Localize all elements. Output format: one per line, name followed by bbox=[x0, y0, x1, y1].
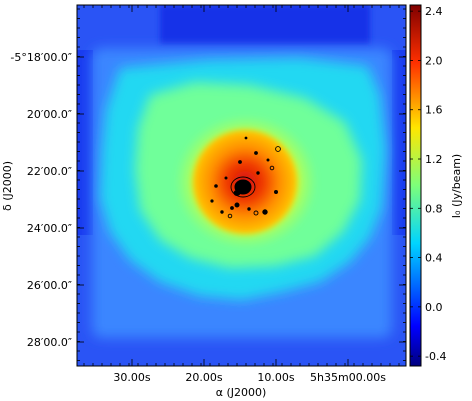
contour-clump bbox=[224, 176, 228, 180]
contour-clump bbox=[230, 206, 234, 210]
contour-ring bbox=[275, 146, 281, 152]
y-tick-label: 22′00.0″ bbox=[27, 165, 72, 178]
y-tick-label: 26′00.0″ bbox=[27, 279, 72, 292]
colorbar-label: I₀ (Jy/beam) bbox=[450, 154, 463, 218]
contour-ring bbox=[230, 176, 256, 198]
x-tick-label: 30.00s bbox=[113, 371, 150, 384]
minor-ticks bbox=[77, 5, 406, 366]
contour-clump bbox=[266, 158, 270, 162]
y-tick-label: -5°18′00.0″ bbox=[10, 51, 72, 64]
y-tick-label: 24′00.0″ bbox=[27, 222, 72, 235]
top-edge-band bbox=[160, 5, 370, 45]
colorbar-tick-label: 0.0 bbox=[425, 301, 443, 314]
contour-rings bbox=[227, 146, 281, 219]
contour-clump bbox=[244, 136, 248, 140]
y-axis-title: δ (J2000) bbox=[1, 161, 14, 211]
colorbar-tick-label: 0.8 bbox=[425, 202, 443, 215]
x-axis-title: α (J2000) bbox=[216, 386, 267, 399]
contour-clump bbox=[234, 202, 240, 208]
contour-clump bbox=[220, 210, 224, 214]
colorbar-ticks: -0.4 0.0 0.4 0.8 1.2 1.6 2.0 2.4 bbox=[410, 5, 446, 363]
contour-ring bbox=[269, 165, 275, 171]
contour-ring bbox=[253, 210, 259, 216]
contour-sources bbox=[210, 136, 278, 215]
colorbar-tick-label: 1.2 bbox=[425, 153, 443, 166]
right-edge-band bbox=[392, 50, 406, 235]
colorbar-tick-label: 2.0 bbox=[425, 54, 443, 67]
y-tick-label: 20′00.0″ bbox=[27, 108, 72, 121]
colorbar-tick-label: -0.4 bbox=[425, 350, 446, 363]
major-ticks bbox=[77, 5, 406, 366]
colorbar bbox=[409, 4, 422, 367]
heatmap-plot bbox=[77, 5, 406, 366]
contour-clump bbox=[254, 151, 258, 155]
colorbar-tick-label: 2.4 bbox=[425, 5, 443, 18]
contour-clump bbox=[247, 207, 251, 211]
colorbar-tick-label: 1.6 bbox=[425, 104, 443, 117]
x-tick-label: 20.00s bbox=[185, 371, 222, 384]
left-edge-band bbox=[77, 50, 93, 235]
x-tick-label: 10.00s bbox=[257, 371, 294, 384]
contour-clump bbox=[210, 199, 214, 203]
contour-clump bbox=[214, 184, 218, 188]
contour-clump bbox=[256, 171, 260, 175]
contour-clump bbox=[238, 160, 242, 164]
contour-ring bbox=[227, 213, 233, 219]
colorbar-tick-label: 0.4 bbox=[425, 252, 443, 265]
x-tick-label: 5h35m00.00s bbox=[310, 371, 386, 384]
y-tick-label: 28′00.0″ bbox=[27, 336, 72, 349]
contour-clump bbox=[262, 209, 268, 215]
contour-clump bbox=[274, 190, 278, 194]
plot-frame bbox=[76, 4, 407, 367]
